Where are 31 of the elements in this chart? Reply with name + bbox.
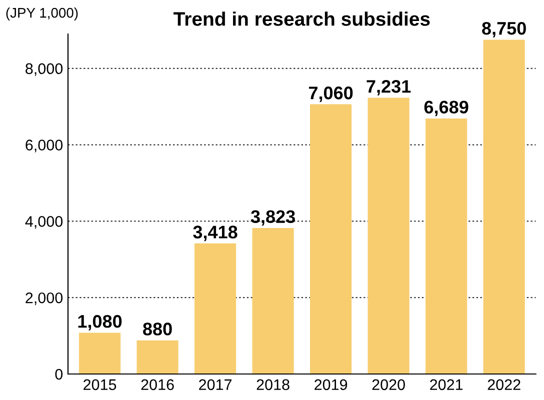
x-tick-label: 2020: [372, 379, 405, 390]
bar: [78, 332, 121, 374]
x-tick-label: 2018: [256, 379, 290, 390]
y-tick-label: 6,000: [26, 140, 63, 152]
data-label: 7,060: [308, 86, 353, 102]
x-tick-label: 2021: [430, 379, 463, 390]
y-tick-label: 2,000: [26, 292, 63, 306]
data-label: 6,689: [424, 100, 468, 116]
data-label: 3,823: [250, 210, 295, 226]
data-label: 8,750: [482, 22, 526, 38]
bar: [252, 228, 294, 374]
x-tick-label: 2016: [141, 379, 174, 390]
bar: [194, 243, 236, 374]
y-axis-title: (JPY 1,000): [6, 8, 78, 20]
y-tick-label: 4,000: [25, 216, 63, 229]
x-tick-label: 2015: [84, 379, 116, 390]
data-label: 880: [143, 322, 172, 336]
data-label: 3,418: [193, 226, 238, 242]
y-tick-label: 0: [55, 368, 63, 380]
bar: [368, 98, 410, 374]
chart-title: Trend in research subsidies: [174, 12, 430, 26]
data-label: 1,080: [78, 315, 122, 330]
bar: [136, 340, 178, 374]
data-label: 7,231: [366, 80, 411, 96]
y-tick-label: 8,000: [26, 63, 63, 76]
bar: [310, 104, 352, 374]
x-tick-label: 2019: [314, 379, 348, 390]
bar: [483, 40, 525, 374]
bar: [426, 118, 468, 374]
x-tick-label: 2022: [488, 379, 520, 390]
x-tick-label: 2017: [199, 379, 232, 390]
